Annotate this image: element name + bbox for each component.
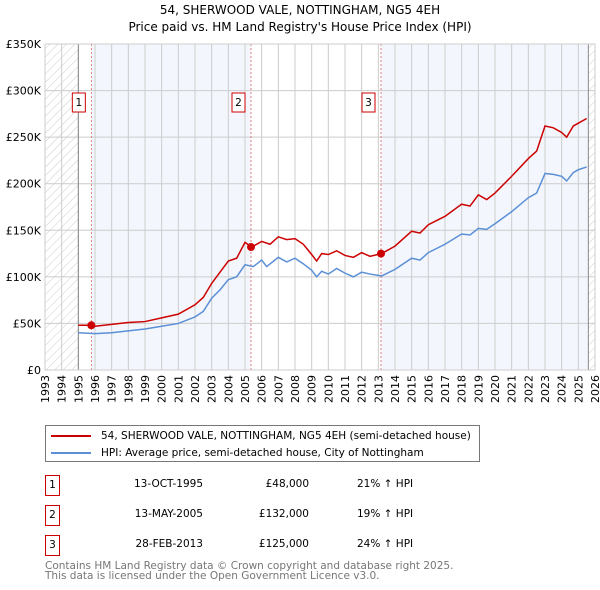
sale-label-box [231,92,246,113]
legend: 54, SHERWOOD VALE, NOTTINGHAM, NG5 4EH (… [45,425,480,462]
x-tick-label: 2018 [456,375,469,403]
y-tick-label: £100K [6,271,42,284]
footer-licence: This data is licensed under the Open Gov… [45,570,380,582]
sale-date: 13-MAY-2005 [134,508,203,520]
legend-label: HPI: Average price, semi-detached house,… [101,447,424,459]
x-tick-label: 2019 [472,375,485,403]
x-tick-label: 2003 [206,375,219,403]
x-tick-label: 2026 [589,375,600,403]
x-tick-label: 2005 [239,375,252,403]
sale-date: 28-FEB-2013 [135,538,203,550]
sale-badge: 1 [45,475,60,496]
x-tick-label: 2006 [256,375,269,403]
x-tick-label: 1995 [72,375,85,403]
x-tick-label: 2023 [539,375,552,403]
x-tick-label: 2009 [306,375,319,403]
x-tick-label: 2025 [572,375,585,403]
sale-price: £132,000 [258,508,309,520]
y-tick-label: £50K [13,317,42,330]
sale-price: £48,000 [265,478,309,490]
y-tick-label: £0 [27,364,41,377]
x-tick-label: 1997 [106,375,119,403]
x-tick-label: 1999 [139,375,152,403]
hpi-line [78,166,587,335]
sale-label: 2 [235,97,242,109]
x-tick-label: 2002 [189,375,202,403]
chart-title: 54, SHERWOOD VALE, NOTTINGHAM, NG5 4EH [159,3,441,17]
y-tick-label: £200K [6,178,42,191]
x-tick-label: 2024 [556,375,569,403]
x-tick-label: 2004 [222,375,235,403]
x-tick-label: 2001 [172,375,185,403]
sale-point [87,321,96,330]
x-tick-label: 2015 [406,375,419,403]
sale-badge: 3 [45,535,60,556]
sale-badge: 2 [45,505,60,526]
legend-swatch-red [51,435,91,437]
sale-point [247,243,255,252]
x-tick-label: 2007 [272,375,285,403]
no-data-region [588,44,595,370]
footer-copyright: Contains HM Land Registry data © Crown c… [45,560,454,572]
x-tick-label: 2008 [289,375,302,403]
chart-subtitle: Price paid vs. HM Land Registry's House … [128,20,472,34]
legend-label: 54, SHERWOOD VALE, NOTTINGHAM, NG5 4EH (… [101,430,471,442]
y-tick-label: £250K [6,131,42,144]
x-tick-label: 2014 [389,375,402,403]
plot-border [44,43,596,371]
legend-swatch-blue [51,452,91,454]
legend-item-property: 54, SHERWOOD VALE, NOTTINGHAM, NG5 4EH (… [51,428,471,444]
sale-point [377,249,385,258]
x-tick-label: 2016 [422,375,435,403]
sale-label-box [361,92,376,113]
x-tick-label: 2021 [506,375,519,403]
sale-label: 1 [75,97,82,109]
sale-label: 3 [365,97,372,109]
x-tick-label: 2012 [356,375,369,403]
sale-hpi: 19% ↑ HPI [357,508,414,520]
x-tick-label: 1998 [122,375,135,403]
sale-price: £125,000 [258,538,309,550]
sale-hpi: 21% ↑ HPI [357,478,414,490]
y-tick-label: £150K [6,224,42,237]
x-tick-label: 2013 [372,375,385,403]
x-tick-label: 2020 [489,375,502,403]
legend-item-hpi: HPI: Average price, semi-detached house,… [51,445,424,461]
price-chart: 1993 1994 1995 1996 1997 1998 1999 2000 2001 2002… [6,38,600,403]
x-tick-label: 2010 [322,375,335,403]
y-tick-label: £350K [6,38,42,51]
x-tick-label: 2017 [439,375,452,403]
x-tick-label: 2000 [156,375,169,403]
ownership-band [91,44,251,370]
x-tick-label: 2011 [339,375,352,403]
x-tick-label: 1994 [56,375,69,403]
sale-label-box [71,92,86,113]
x-tick-label: 1993 [39,375,52,403]
y-tick-label: £300K [6,85,42,98]
ownership-band [381,44,589,370]
sale-date: 13-OCT-1995 [134,478,203,490]
sale-hpi: 24% ↑ HPI [357,538,414,550]
x-tick-label: 2022 [522,375,535,403]
property-price-line [78,117,588,327]
x-tick-label: 1996 [89,375,102,403]
